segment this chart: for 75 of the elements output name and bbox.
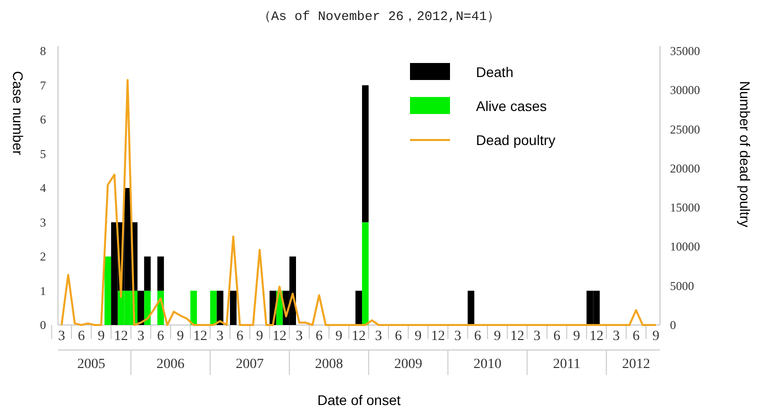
- bar: [355, 290, 362, 325]
- bar: [230, 290, 237, 325]
- bar: [157, 256, 164, 291]
- text: 2009: [394, 357, 422, 372]
- legend-label: Death: [476, 64, 514, 80]
- bar: [144, 256, 151, 291]
- y-tick-label: 7: [40, 78, 46, 92]
- x-tick-label: 12: [114, 329, 128, 344]
- y-tick-label: 0: [40, 318, 46, 332]
- x-tick-label: 9: [98, 329, 105, 344]
- x-tick-label: 9: [414, 329, 422, 344]
- y2-tick-label: 10000: [670, 240, 700, 254]
- y2-tick-label: 20000: [670, 161, 700, 176]
- x-tick-label: 9: [335, 329, 342, 344]
- y2-tick-label: 15000: [670, 200, 700, 215]
- legend-label: Dead poultry: [476, 132, 556, 148]
- x-tick-label: 6: [474, 329, 482, 344]
- text: 2006: [156, 357, 185, 372]
- x-tick-label: 9: [256, 329, 264, 344]
- x-tick-label: 3: [216, 329, 224, 344]
- x-tick-label: 9: [494, 329, 501, 344]
- y2-axis-title: Number of dead poultry: [737, 81, 753, 228]
- x-tick-label: 6: [316, 329, 323, 344]
- x-tick-label: 12: [510, 329, 524, 344]
- bar: [362, 85, 369, 222]
- y-tick-label: 1: [40, 284, 46, 298]
- x-tick-label: 6: [78, 329, 85, 344]
- bar: [362, 222, 369, 325]
- bar: [190, 290, 197, 325]
- x-tick-label: 12: [272, 329, 286, 344]
- bar: [216, 290, 224, 325]
- x-tick-label: 3: [58, 329, 66, 344]
- y-tick-label: 6: [40, 112, 46, 126]
- x-tick-label: 6: [236, 329, 244, 344]
- text: 2008: [315, 357, 344, 372]
- text: 2007: [236, 357, 264, 372]
- x-tick-label: 12: [193, 329, 208, 344]
- x-axis-title: Date of onset: [317, 392, 401, 408]
- y2-tick-label: 35000: [670, 44, 700, 58]
- chart-title: （As of November 26，2012,N=41）: [258, 9, 500, 24]
- x-tick-label: 6: [394, 329, 402, 344]
- x-tick-label: 9: [652, 329, 660, 344]
- legend-label: Alive cases: [476, 98, 547, 114]
- y-tick-label: 2: [40, 250, 46, 264]
- x-tick-label: 3: [534, 329, 541, 344]
- bar: [138, 290, 144, 325]
- x-tick-label: 3: [612, 329, 620, 344]
- x-tick-label: 12: [589, 329, 604, 344]
- bar: [468, 290, 474, 325]
- bar: [104, 256, 112, 325]
- x-tick-label: 6: [553, 329, 560, 344]
- text: 2010: [473, 357, 502, 372]
- x-tick-label: 3: [296, 329, 303, 344]
- x-tick-label: 3: [454, 329, 462, 344]
- x-tick-label: 12: [352, 329, 366, 344]
- x-tick-label: 9: [573, 329, 580, 344]
- y-tick-label: 4: [40, 181, 46, 195]
- text: 2012: [622, 357, 650, 372]
- x-tick-label: 3: [375, 329, 382, 344]
- x-tick-label: 9: [176, 329, 184, 344]
- y2-tick-label: 0: [670, 318, 676, 332]
- y2-tick-label: 5000: [670, 278, 694, 293]
- x-tick-label: 12: [430, 329, 445, 344]
- y-tick-label: 8: [40, 44, 46, 58]
- x-tick-label: 6: [157, 329, 164, 344]
- y-tick-label: 5: [40, 146, 46, 161]
- y2-tick-label: 25000: [670, 122, 700, 136]
- y-tick-label: 3: [40, 215, 46, 230]
- text: 2005: [77, 357, 106, 372]
- text: 2011: [552, 357, 580, 372]
- y2-tick-label: 30000: [670, 83, 700, 98]
- y-axis-title: Case number: [10, 71, 26, 156]
- x-tick-label: 3: [137, 329, 144, 344]
- bar: [210, 290, 217, 325]
- x-tick-label: 6: [632, 329, 640, 344]
